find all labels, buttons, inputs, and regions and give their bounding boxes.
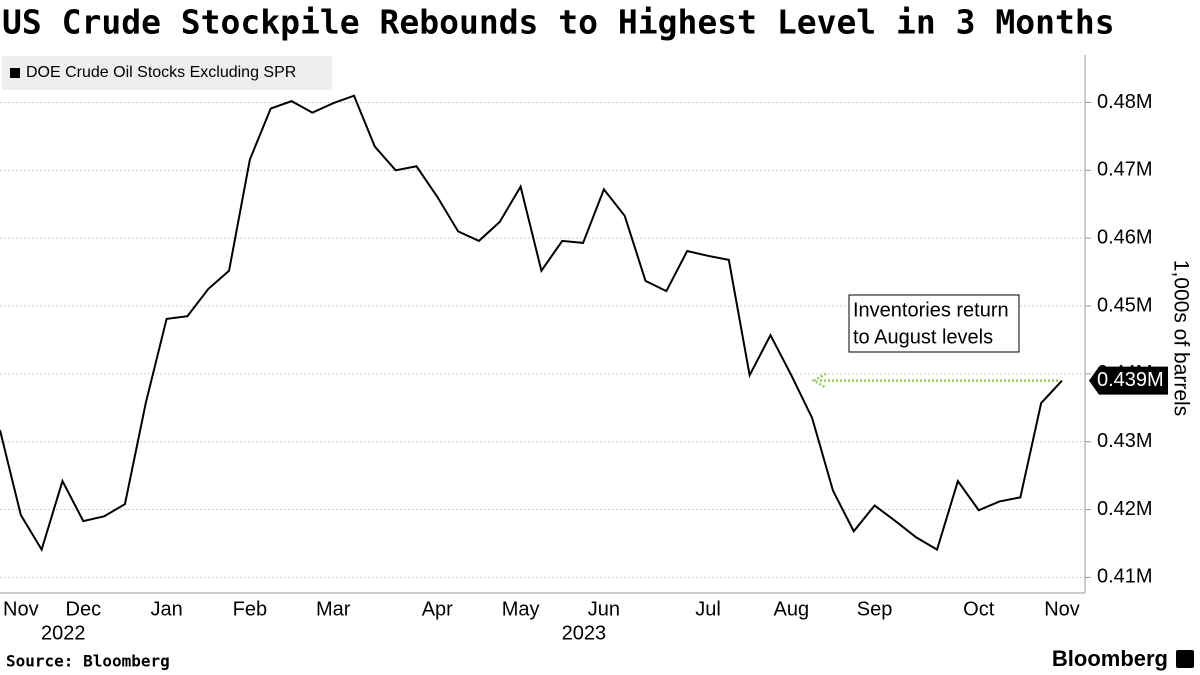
- legend-swatch: [10, 68, 20, 78]
- y-tick-label: 0.48M: [1097, 91, 1153, 113]
- y-axis-label: 1,000s of barrels: [1169, 260, 1192, 416]
- annotation-arrowhead: [811, 372, 827, 389]
- chart-title: US Crude Stockpile Rebounds to Highest L…: [2, 3, 1115, 42]
- y-tick-label: 0.43M: [1097, 430, 1153, 452]
- x-tick-label: Oct: [963, 598, 995, 620]
- x-tick-label: Apr: [422, 598, 453, 620]
- source: Source: Bloomberg: [6, 652, 170, 671]
- x-tick-label: Aug: [773, 598, 809, 620]
- annotation-box: [848, 294, 1020, 353]
- x-tick-label: May: [502, 598, 540, 620]
- y-tick-label: 0.41M: [1097, 566, 1153, 588]
- x-tick-label: Sep: [857, 598, 893, 620]
- x-year-label: 2023: [562, 622, 607, 644]
- legend-label: DOE Crude Oil Stocks Excluding SPR: [26, 64, 296, 81]
- data-line: [0, 94, 1063, 553]
- value-label-box: [1089, 366, 1168, 395]
- value-label: 0.439M: [1097, 369, 1164, 391]
- x-year-label: 2022: [41, 622, 86, 644]
- y-tick-label: 0.46M: [1097, 226, 1153, 248]
- x-tick-label: Nov: [3, 598, 39, 620]
- brand: Bloomberg: [1052, 646, 1168, 671]
- y-tick-label: 0.47M: [1097, 159, 1153, 181]
- y-tick-label: 0.42M: [1097, 498, 1153, 520]
- brand-icon: [1176, 650, 1194, 668]
- x-tick-label: Feb: [233, 598, 267, 620]
- x-tick-label: Nov: [1044, 598, 1080, 620]
- x-tick-label: Dec: [66, 598, 102, 620]
- x-tick-label: Jul: [695, 598, 721, 620]
- annotation-text: Inventories return: [853, 299, 1009, 321]
- annotation-text: to August levels: [853, 326, 993, 348]
- x-tick-label: Jan: [150, 598, 182, 620]
- x-tick-label: Jun: [588, 598, 620, 620]
- legend: [2, 56, 332, 90]
- y-tick-label: 0.45M: [1097, 294, 1153, 316]
- x-tick-label: Mar: [316, 598, 351, 620]
